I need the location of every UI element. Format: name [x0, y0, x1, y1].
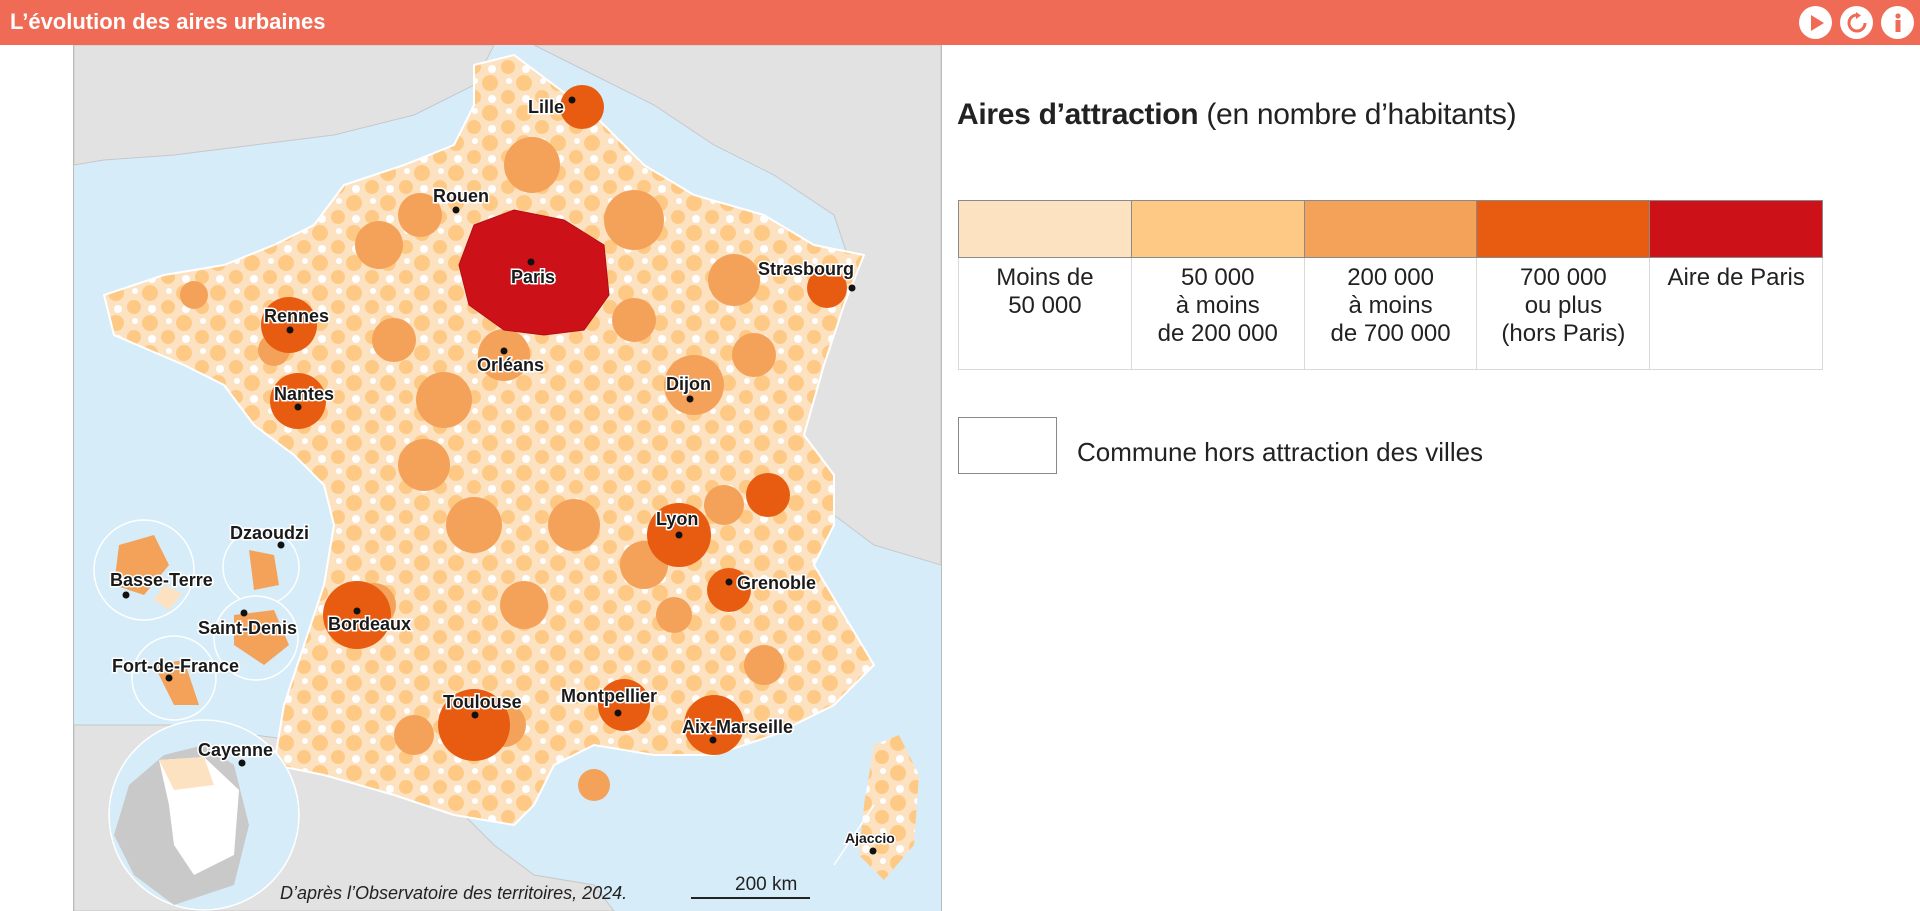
city-label-toulouse: Toulouse: [443, 692, 522, 712]
city-label-bordeaux: Bordeaux: [328, 614, 411, 634]
legend-title-rest: (en nombre d’habitants): [1198, 98, 1517, 131]
france-map: Lille Rouen Paris Strasbourg Rennes Orlé…: [74, 45, 941, 911]
mainland-france: [102, 53, 919, 880]
reload-button[interactable]: [1840, 6, 1873, 39]
city-label-rennes: Rennes: [264, 306, 329, 326]
city-label-lyon: Lyon: [656, 509, 698, 529]
legend-label-2: 50 000 à moins de 200 000: [1130, 257, 1305, 370]
legend-label-1: Moins de 50 000: [958, 257, 1132, 370]
city-label-ajaccio: Ajaccio: [845, 830, 895, 846]
legend-label-5: Aire de Paris: [1649, 257, 1823, 370]
city-label-strasbourg: Strasbourg: [758, 259, 854, 279]
scale-label: 200 km: [735, 874, 797, 895]
city-label-lille: Lille: [528, 97, 564, 117]
city-label-paris: Paris: [511, 267, 555, 287]
city-label-montpellier: Montpellier: [561, 686, 657, 706]
info-icon: [1894, 12, 1901, 32]
scale-bar: 200 km: [691, 874, 810, 899]
city-label-dijon: Dijon: [666, 374, 711, 394]
city-label-cayenne: Cayenne: [198, 740, 273, 760]
legend-swatch-1: [958, 200, 1132, 258]
play-button[interactable]: [1799, 6, 1832, 39]
info-button[interactable]: [1881, 6, 1914, 39]
legend-swatch-hors-attraction: [958, 417, 1057, 474]
page-title: L’évolution des aires urbaines: [10, 9, 326, 34]
city-label-saint-denis: Saint-Denis: [198, 618, 297, 638]
city-label-basse-terre: Basse-Terre: [110, 570, 213, 590]
legend-table: Moins de 50 000 50 000 à moins de 200 00…: [958, 200, 1823, 370]
city-label-orleans: Orléans: [477, 355, 544, 375]
city-label-nantes: Nantes: [274, 384, 334, 404]
legend-swatch-4: [1476, 200, 1651, 258]
legend-swatch-5: [1649, 200, 1823, 258]
title-bar: L’évolution des aires urbaines: [0, 0, 1920, 45]
legend-swatch-2: [1130, 200, 1305, 258]
city-label-fort-de-france: Fort-de-France: [112, 656, 239, 676]
city-label-grenoble: Grenoble: [737, 573, 816, 593]
legend-swatch-3: [1303, 200, 1478, 258]
legend-label-3: 200 000 à moins de 700 000: [1303, 257, 1478, 370]
legend-title-bold: Aires d’attraction: [957, 98, 1199, 131]
legend-label-hors-attraction: Commune hors attraction des villes: [1077, 437, 1484, 467]
map-source: D’après l’Observatoire des territoires, …: [280, 883, 627, 903]
play-icon: [1810, 14, 1824, 31]
reload-icon: [1847, 11, 1866, 32]
city-label-rouen: Rouen: [433, 186, 489, 206]
overseas-land: [114, 535, 289, 905]
city-label-dzaoudzi: Dzaoudzi: [230, 523, 309, 543]
city-label-aix-marseille: Aix-Marseille: [682, 717, 793, 737]
city-dots: [122, 96, 877, 855]
legend-title: Aires d’attraction (en nombre d’habitant…: [957, 98, 1517, 132]
map-panel: Lille Rouen Paris Strasbourg Rennes Orlé…: [73, 45, 942, 911]
legend-label-4: 700 000 ou plus (hors Paris): [1476, 257, 1651, 370]
